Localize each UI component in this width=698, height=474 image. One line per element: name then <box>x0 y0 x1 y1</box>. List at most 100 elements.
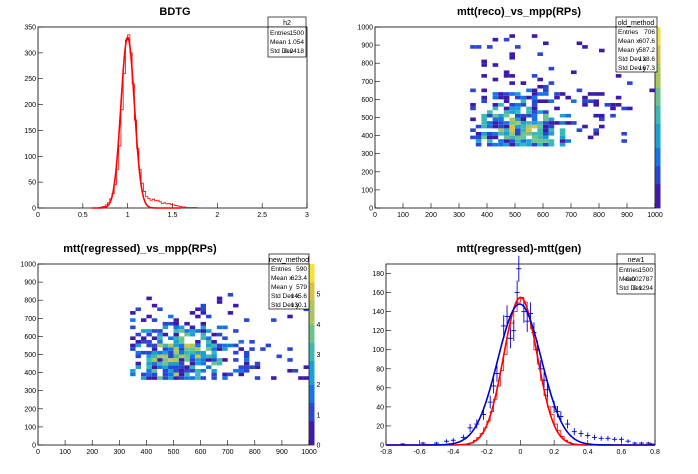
heatmap-cell <box>146 343 152 348</box>
stats-key: Std Dev <box>270 48 294 55</box>
heatmap-cell <box>173 332 179 337</box>
palette-swatch <box>655 195 661 203</box>
palette-swatch <box>309 336 315 343</box>
heatmap-cell <box>498 95 504 100</box>
color-palette: 0 1 2 3 4 5 <box>309 264 321 450</box>
palette-swatch <box>309 396 315 404</box>
palette-swatch <box>309 408 315 416</box>
heatmap-cell <box>481 88 487 93</box>
heatmap-cell <box>543 124 549 129</box>
heatmap-cell <box>189 354 196 359</box>
heatmap-cell <box>492 103 499 107</box>
heatmap-cell <box>195 347 201 351</box>
heatmap-cell <box>130 368 136 373</box>
plot-marks <box>130 292 309 380</box>
fit-curve <box>386 303 655 446</box>
heatmap-cell <box>184 350 190 355</box>
heatmap-cell <box>233 358 239 362</box>
x-tick-label: 0 <box>373 212 377 219</box>
heatmap-cell <box>559 128 566 132</box>
plot-marks <box>91 34 198 209</box>
heatmap-cell <box>151 336 158 341</box>
heatmap-cell <box>173 343 179 348</box>
stats-value: 587.2 <box>639 47 656 54</box>
heatmap-cell <box>233 368 239 373</box>
heatmap-cell <box>520 142 527 147</box>
heatmap-cell <box>184 347 190 351</box>
heatmap-cell <box>621 106 627 111</box>
heatmap-cell <box>130 343 136 348</box>
heatmap-cell <box>200 332 207 337</box>
x-tick-label: -0.4 <box>447 449 459 456</box>
heatmap-cell <box>130 372 136 377</box>
heatmap-cell <box>548 66 555 71</box>
heatmap-cell <box>162 347 169 351</box>
heatmap-cell <box>571 99 577 104</box>
heatmap-cell <box>162 376 169 380</box>
heatmap-cell <box>498 128 504 132</box>
heatmap-cell <box>238 347 244 351</box>
palette-swatch <box>309 282 315 289</box>
heatmap-cell <box>222 343 228 348</box>
heatmap-cell <box>470 117 476 122</box>
z-tick-label: 5 <box>317 292 321 299</box>
heatmap-cell <box>173 340 179 344</box>
heatmap-cell <box>151 365 158 369</box>
heatmap-cell <box>173 368 179 373</box>
heatmap-cell <box>243 318 250 322</box>
heatmap-cell <box>146 372 152 377</box>
y-tick-label: 400 <box>361 133 373 140</box>
heatmap-cell <box>211 343 217 348</box>
heatmap-cell <box>537 139 543 143</box>
heatmap-cell <box>593 103 599 107</box>
heatmap-cell <box>168 321 174 326</box>
heatmap-cell <box>537 52 543 56</box>
heatmap-cell <box>520 121 527 125</box>
heatmap-cell <box>189 368 196 373</box>
heatmap-cell <box>195 329 201 333</box>
heatmap-cell <box>537 128 543 132</box>
heatmap-cell <box>621 131 627 136</box>
palette-swatch <box>309 438 315 446</box>
stats-box: old_method Entries 706 Mean x 607.6 Mean… <box>615 16 658 73</box>
heatmap-cell <box>503 99 510 104</box>
stats-key: Mean x <box>271 275 293 282</box>
x-tick-label: 300 <box>113 449 125 456</box>
stats-key: Mean <box>270 39 287 46</box>
palette-swatch <box>655 189 661 197</box>
heatmap-cell <box>593 113 599 118</box>
heatmap-cell <box>173 318 179 322</box>
x-tick-label: 500 <box>168 449 180 456</box>
heatmap-cell <box>498 92 504 96</box>
heatmap-cell <box>227 343 234 348</box>
heatmap-cell <box>200 311 207 315</box>
z-tick-label: 0 <box>317 443 321 450</box>
heatmap-cell <box>140 318 147 322</box>
heatmap-cell <box>151 361 158 366</box>
heatmap-cell <box>615 103 622 107</box>
axes: 0 100 200 300 400 500 600 700 800 900 1000 0 100 200 3… <box>20 262 316 457</box>
heatmap-cell <box>238 340 244 344</box>
heatmap-cell <box>548 99 555 104</box>
heatmap-cell <box>548 81 555 85</box>
heatmap-cell <box>481 121 487 125</box>
heatmap-cell <box>543 128 549 132</box>
heatmap-cell <box>189 350 196 355</box>
heatmap-cell <box>593 99 599 104</box>
heatmap-cell <box>509 34 515 38</box>
heatmap-cell <box>195 307 201 312</box>
z-tick-label: 3 <box>317 352 321 359</box>
stats-value: 623.4 <box>291 275 308 282</box>
stats-box-name: old_method <box>618 20 655 27</box>
heatmap-cell <box>503 124 510 129</box>
palette-swatch <box>309 318 315 325</box>
pad-mtt-reco-vs-mpp: mtt(reco)_vs_mpp(RPs) 0 100 200 300 400 500 60… <box>357 6 662 219</box>
stats-box: h2 Entries 1500 Mean 1.054 Std Dev 0.241… <box>267 16 307 58</box>
heatmap-cell <box>254 361 261 366</box>
heatmap-cell <box>481 131 487 136</box>
heatmap-cell <box>531 139 538 143</box>
heatmap-cell <box>565 113 571 118</box>
axes: -0.8 -0.6 -0.4 -0.2 0 0.2 0.4 0.6 0.8 0 20 40 60 80 10… <box>372 271 660 456</box>
y-tick-label: 200 <box>24 406 36 413</box>
